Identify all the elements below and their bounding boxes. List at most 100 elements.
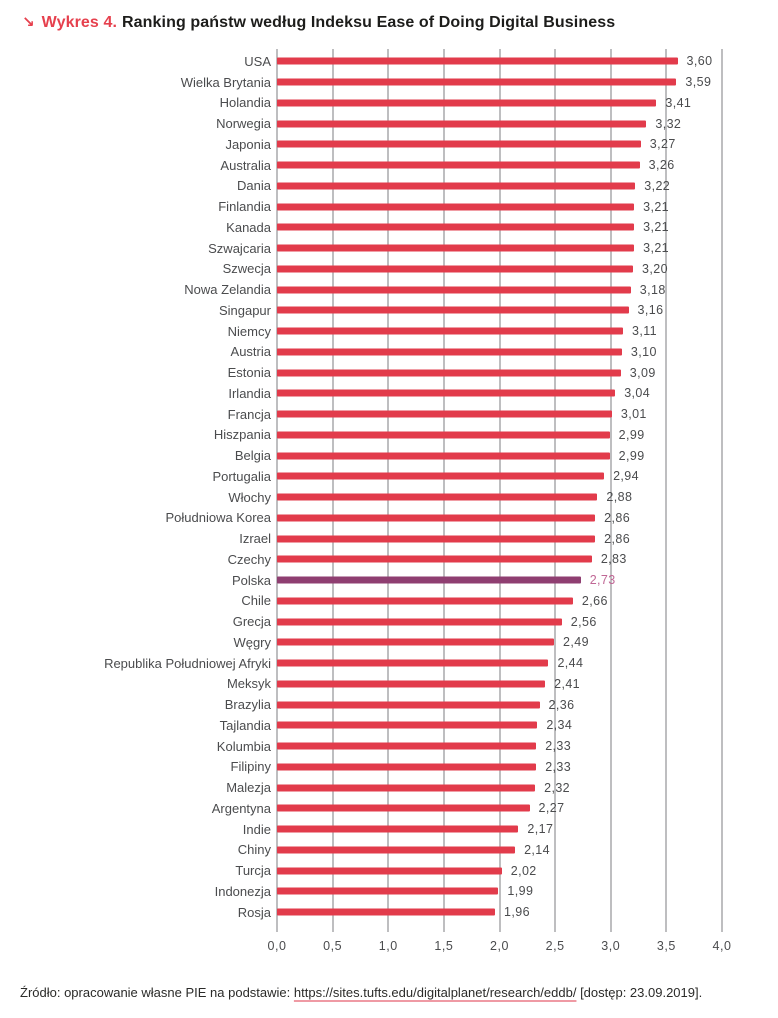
bar xyxy=(277,804,530,812)
bar xyxy=(277,348,622,356)
country-label: Belgia xyxy=(234,448,271,464)
gridline xyxy=(610,49,612,932)
chart-row: Niemcy 3,11 xyxy=(0,321,778,342)
chart-row: Czechy 2,83 xyxy=(0,549,778,570)
value-label: 3,32 xyxy=(655,116,682,131)
country-label: Niemcy xyxy=(227,323,271,339)
country-label: Kolumbia xyxy=(216,738,271,754)
chart-row: Włochy 2,88 xyxy=(0,487,778,508)
row-plot: 3,18 xyxy=(277,279,722,300)
value-label: 3,59 xyxy=(685,75,712,90)
row-plot: 2,14 xyxy=(277,840,722,861)
chart-row: Filipiny 2,33 xyxy=(0,757,778,778)
x-tick-label: 3,5 xyxy=(656,938,676,953)
bar xyxy=(277,161,640,169)
bar xyxy=(277,763,537,771)
source-link[interactable]: https://sites.tufts.edu/digitalplanet/re… xyxy=(293,985,577,1000)
value-label: 2,99 xyxy=(618,448,645,463)
row-plot: 3,10 xyxy=(277,342,722,363)
value-label: 2,36 xyxy=(548,697,575,712)
bar xyxy=(277,908,496,916)
source-suffix: [dostęp: 23.09.2019]. xyxy=(576,985,703,1000)
bar xyxy=(277,120,647,128)
bar xyxy=(277,721,538,729)
row-plot: 3,11 xyxy=(277,321,722,342)
gridline xyxy=(443,49,445,932)
country-label: Czechy xyxy=(227,551,271,567)
chart-row: Hiszpania 2,99 xyxy=(0,425,778,446)
bar xyxy=(277,680,546,688)
bar xyxy=(277,452,610,460)
value-label: 3,21 xyxy=(643,199,670,214)
country-label: Francja xyxy=(227,406,271,422)
gridline xyxy=(554,49,556,932)
chart-row: Francja 3,01 xyxy=(0,404,778,425)
gridline xyxy=(665,49,667,932)
bar xyxy=(277,306,629,314)
country-label: Indonezja xyxy=(214,883,271,899)
value-label: 2,27 xyxy=(538,801,565,816)
bar xyxy=(277,659,549,667)
bar xyxy=(277,286,631,294)
value-label: 2,33 xyxy=(545,759,572,774)
gridline xyxy=(499,49,500,932)
country-label: Hiszpania xyxy=(213,427,271,443)
chart-row: Australia 3,26 xyxy=(0,155,778,176)
row-plot: 3,21 xyxy=(277,238,722,259)
country-label: Republika Południowej Afryki xyxy=(104,655,271,671)
row-plot: 2,34 xyxy=(277,715,722,736)
value-label: 2,33 xyxy=(545,739,572,754)
row-plot: 3,26 xyxy=(277,155,722,176)
country-label: Australia xyxy=(220,157,271,173)
bar xyxy=(277,369,621,377)
country-label: Włochy xyxy=(228,489,271,505)
x-tick-label: 1,5 xyxy=(434,938,454,953)
value-label: 2,14 xyxy=(524,842,550,857)
country-label: Polska xyxy=(231,572,271,588)
value-label: 2,66 xyxy=(581,593,608,608)
row-plot: 3,21 xyxy=(277,196,722,217)
country-label: Izrael xyxy=(239,531,271,547)
bar xyxy=(277,846,516,854)
chart-row: Nowa Zelandia 3,18 xyxy=(0,279,778,300)
bar xyxy=(277,203,635,211)
country-label: USA xyxy=(244,53,271,69)
country-label: Holandia xyxy=(219,95,271,111)
value-label: 2,73 xyxy=(589,573,616,588)
country-label: Południowa Korea xyxy=(165,510,271,526)
row-plot: 2,66 xyxy=(277,591,722,612)
chart-row: Kanada 3,21 xyxy=(0,217,778,238)
chart-row: Szwajcaria 3,21 xyxy=(0,238,778,259)
row-plot: 2,73 xyxy=(277,570,722,591)
bar xyxy=(277,327,623,335)
chart-row: Irlandia 3,04 xyxy=(0,383,778,404)
value-label: 3,21 xyxy=(643,220,670,235)
country-label: Austria xyxy=(230,344,271,360)
chart-row: Norwegia 3,32 xyxy=(0,113,778,134)
chart-row: USA 3,60 xyxy=(0,51,778,72)
value-label: 2,94 xyxy=(613,469,639,484)
row-plot: 1,96 xyxy=(277,902,722,923)
chart-row: Dania 3,22 xyxy=(0,176,778,197)
gridlines xyxy=(276,49,723,932)
row-plot: 3,20 xyxy=(277,259,722,280)
value-label: 2,86 xyxy=(604,510,631,525)
chart-row: Grecja 2,56 xyxy=(0,611,778,632)
bar xyxy=(277,389,616,397)
chart-row: Południowa Korea 2,86 xyxy=(0,508,778,529)
chart-row: Chile 2,66 xyxy=(0,591,778,612)
bar xyxy=(277,410,612,418)
bar xyxy=(277,535,596,543)
value-label: 2,86 xyxy=(604,531,631,546)
bar xyxy=(277,867,502,875)
country-label: Nowa Zelandia xyxy=(184,282,271,298)
country-label: Estonia xyxy=(227,365,271,381)
bar xyxy=(277,244,635,252)
row-plot: 2,33 xyxy=(277,757,722,778)
gridline xyxy=(276,49,278,932)
chart-row: Belgia 2,99 xyxy=(0,445,778,466)
x-tick-label: 4,0 xyxy=(712,938,732,953)
x-tick-label: 0,5 xyxy=(323,938,343,953)
country-label: Szwajcaria xyxy=(208,240,271,256)
x-tick-label: 1,0 xyxy=(378,938,398,953)
